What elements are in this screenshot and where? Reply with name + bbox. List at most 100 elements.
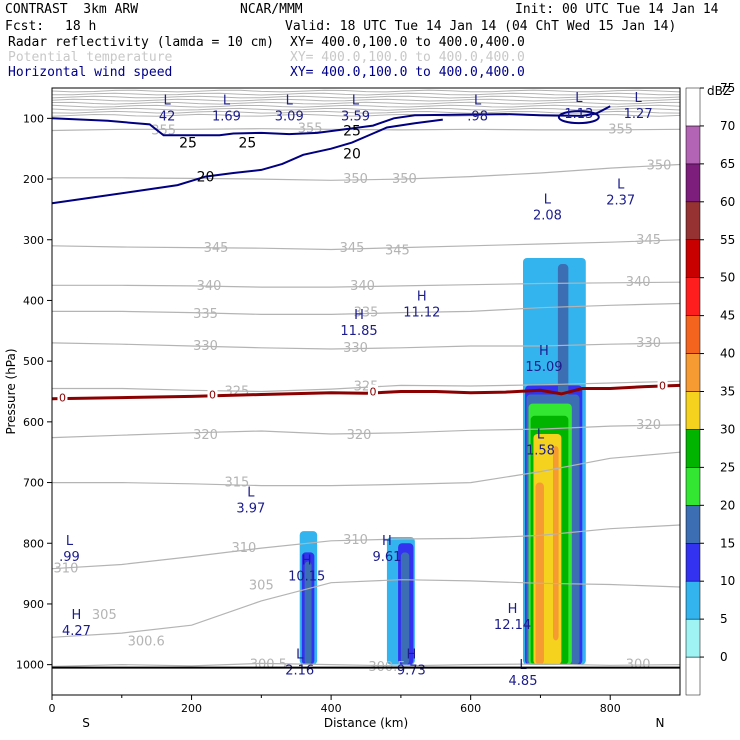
- y-tick-label: 900: [23, 598, 44, 611]
- extremum-low-marker: L: [296, 648, 304, 663]
- theta-contour-upper: [51, 98, 681, 102]
- theta-label: 300: [626, 658, 651, 673]
- x-tick-label: 200: [181, 702, 202, 715]
- theta-contour-325: [52, 380, 681, 393]
- freezing-level-layer: 0 0 0 0: [51, 378, 681, 405]
- colorbar-swatch: [685, 429, 701, 468]
- valid-time: Valid: 18 UTC Tue 14 Jan 14 (04 ChT Wed …: [285, 19, 677, 34]
- theta-contour-upper: [51, 107, 681, 111]
- theta-label: 350: [392, 172, 417, 187]
- colorbar-swatch: [685, 277, 701, 316]
- wind-label: 25: [238, 136, 256, 152]
- extremum-low-marker: L: [617, 177, 625, 192]
- freezing-label: 0: [59, 392, 66, 405]
- extremum-high-marker: H: [406, 648, 416, 663]
- extremum-high-marker: H: [417, 290, 427, 305]
- theta-contour-350: [52, 163, 681, 181]
- extremum-value: .99: [59, 550, 80, 565]
- reflectivity-cell: [535, 482, 544, 665]
- theta-contour-upper: [51, 104, 681, 108]
- extremum-high-marker: H: [539, 344, 549, 359]
- theta-contour-345: [51, 239, 681, 251]
- theta-label: 350: [647, 159, 672, 174]
- extremum-value: 1.58: [526, 443, 555, 458]
- y-tick-label: 800: [23, 537, 44, 550]
- theta-label: 305: [249, 579, 274, 594]
- extremum-low-marker: L: [537, 427, 545, 442]
- theta-contour-310: [51, 524, 681, 570]
- extremum-value: 2.08: [533, 208, 562, 223]
- theta-contour-315: [52, 451, 681, 487]
- theta-label: 300.6: [128, 635, 165, 650]
- extremum-low-marker: L: [575, 91, 583, 106]
- wind-label: 25: [343, 123, 361, 139]
- theta-label: 300.5: [250, 658, 287, 673]
- field-wind: Horizontal wind speed: [8, 65, 173, 80]
- extremum-low-marker: L: [66, 534, 74, 549]
- colorbar-swatch: [685, 543, 701, 582]
- extremum-value: 11.85: [340, 324, 377, 339]
- reflectivity-cell: [304, 561, 312, 665]
- extremum-high-marker: H: [382, 534, 392, 549]
- theta-label: 340: [350, 279, 375, 294]
- field-reflectivity: Radar reflectivity (lamda = 10 cm): [8, 35, 275, 50]
- colorbar-swatch: [685, 505, 701, 544]
- colorbar-label: 50: [720, 271, 735, 285]
- extremum-value: 3.59: [341, 109, 370, 124]
- extremum-low-marker: L: [286, 93, 294, 108]
- colorbar-label: 70: [720, 119, 735, 133]
- colorbar-swatch: [685, 163, 701, 203]
- x-tick-label: 400: [321, 702, 342, 715]
- theta-label: 335: [193, 307, 218, 322]
- colorbar-label: 35: [720, 385, 735, 399]
- theta-label: 305: [92, 608, 117, 623]
- theta-label: 335: [354, 306, 379, 321]
- extremum-high-marker: H: [302, 554, 312, 569]
- colorbar-label: 20: [720, 498, 735, 512]
- theta-label: 325: [224, 385, 249, 400]
- extremum-low-marker: L: [247, 486, 255, 501]
- extremum-value: 1.27: [624, 107, 653, 122]
- extremum-value: 15.09: [525, 360, 562, 375]
- freezing-label-bg: [207, 387, 218, 400]
- theta-label: 345: [385, 244, 410, 259]
- reflectivity-cell: [553, 446, 559, 641]
- extremum-low-marker: L: [519, 658, 527, 673]
- field-theta-xy: XY= 400.0,100.0 to 400.0,400.0: [290, 50, 525, 65]
- colorbar-swatch: [685, 201, 701, 240]
- colorbar-label: 40: [720, 347, 735, 361]
- colorbar-swatch: [685, 353, 701, 392]
- extremum-low-marker: L: [223, 93, 231, 108]
- colorbar-label: 65: [720, 157, 735, 171]
- colorbar-label: 45: [720, 309, 735, 323]
- theta-label: 310: [343, 533, 368, 548]
- extremum-value: 42: [159, 109, 176, 124]
- y-axis-label: Pressure (hPa): [4, 348, 18, 434]
- extremum-value: .98: [467, 109, 488, 124]
- theta-contour-upper: [51, 95, 681, 99]
- freezing-label: 0: [659, 379, 666, 392]
- theta-label: 330: [193, 339, 218, 354]
- plot-frame: [51, 87, 681, 696]
- x-tick-label: 600: [460, 702, 481, 715]
- colorbar-swatch: [685, 87, 701, 127]
- organization: NCAR/MMM: [240, 2, 303, 17]
- extremum-value: 1.13: [564, 107, 593, 122]
- extremum-value: 3.09: [275, 109, 304, 124]
- extremum-value: 2.37: [606, 193, 635, 208]
- reflectivity-cell: [400, 552, 410, 665]
- colorbar-label: 30: [720, 422, 735, 436]
- extremum-low-marker: L: [474, 93, 482, 108]
- extremum-value: 11.12: [403, 306, 440, 321]
- y-tick-label: 500: [23, 355, 44, 368]
- theta-contour-300: [51, 662, 681, 668]
- colorbar-label: 60: [720, 195, 735, 209]
- extremum-low-marker: L: [164, 93, 172, 108]
- wind-layer: 20 20 25 25 25: [51, 105, 611, 205]
- theta-contour-upper: [51, 89, 681, 93]
- theta-label: 340: [626, 275, 651, 290]
- wind-label: 25: [179, 136, 197, 152]
- colorbar-layer: dBZ 0 5 10 15 20 25 30 35 40 45 50 55 60 65 70 75: [685, 81, 735, 696]
- colorbar-label: 0: [720, 650, 728, 664]
